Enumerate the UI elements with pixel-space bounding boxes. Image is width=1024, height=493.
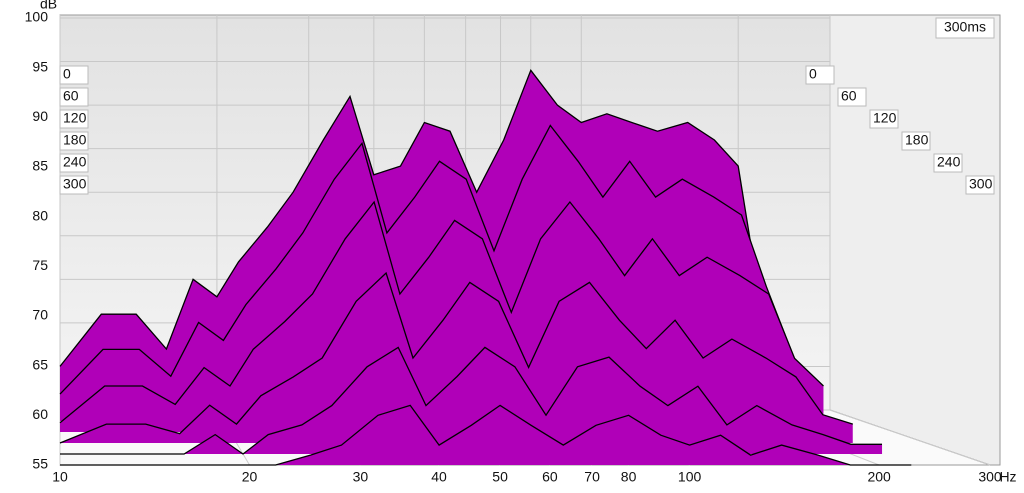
x-tick-label: 60 [542, 469, 558, 485]
z-tick-label: 60 [63, 88, 79, 104]
z-tick-label: 120 [873, 110, 897, 126]
z-tick-box [59, 87, 89, 107]
x-tick-label: 300 [978, 469, 1002, 485]
y-tick-label: 85 [32, 158, 48, 174]
y-tick-label: 65 [32, 356, 48, 372]
z-tick-label: 240 [63, 154, 87, 170]
z-tick-box [805, 65, 835, 85]
z-tick-label: 300 [63, 176, 87, 192]
z-tick-box [933, 153, 963, 173]
y-tick-label: 75 [32, 257, 48, 273]
slice-line [59, 124, 795, 395]
slice-line [60, 346, 882, 455]
z-tick-box [59, 153, 89, 173]
z-tick-label: 180 [63, 132, 87, 148]
x-tick-label: 200 [867, 469, 891, 485]
z-tick-label: 0 [809, 66, 817, 82]
z-tick-box [59, 131, 89, 151]
x-tick-label: 30 [353, 469, 369, 485]
z-tick-box [837, 87, 867, 107]
z-tick-box [59, 175, 89, 195]
z-tick-label: 0 [63, 66, 71, 82]
z-tick-label: 300 [969, 176, 993, 192]
y-tick-label: 90 [32, 108, 48, 124]
side-wall [829, 14, 1001, 466]
time-box [935, 17, 995, 39]
y-tick-label: 60 [32, 406, 48, 422]
x-tick-label: 70 [584, 469, 600, 485]
slice-line [60, 404, 912, 466]
slice-line [59, 68, 766, 367]
x-tick-label: 100 [678, 469, 702, 485]
time-label: 300ms [944, 19, 986, 35]
z-tick-box [869, 109, 899, 129]
y-tick-label: 70 [32, 307, 48, 323]
z-tick-label: 120 [63, 110, 87, 126]
slice-fill [60, 347, 883, 454]
y-axis-label: dB [40, 0, 57, 12]
x-tick-label: 50 [492, 469, 508, 485]
z-tick-label: 180 [905, 132, 929, 148]
z-tick-label: 60 [841, 88, 857, 104]
z-tick-box [59, 109, 89, 129]
z-tick-box [59, 65, 89, 85]
slice-line [59, 271, 853, 444]
x-tick-label: 40 [431, 469, 447, 485]
z-tick-box [901, 131, 931, 151]
y-tick-label: 95 [32, 58, 48, 74]
z-tick-box [965, 175, 995, 195]
x-tick-label: 10 [52, 469, 68, 485]
x-axis-unit: Hz [999, 469, 1016, 485]
slice-fill [60, 405, 912, 465]
x-tick-label: 20 [242, 469, 258, 485]
x-tick-label: 80 [621, 469, 637, 485]
slice-line [59, 200, 824, 424]
y-tick-label: 80 [32, 207, 48, 223]
y-tick-label: 55 [32, 456, 48, 472]
z-tick-label: 240 [937, 154, 961, 170]
y-tick-label: 100 [25, 9, 49, 25]
floor-grid-line [829, 409, 991, 466]
